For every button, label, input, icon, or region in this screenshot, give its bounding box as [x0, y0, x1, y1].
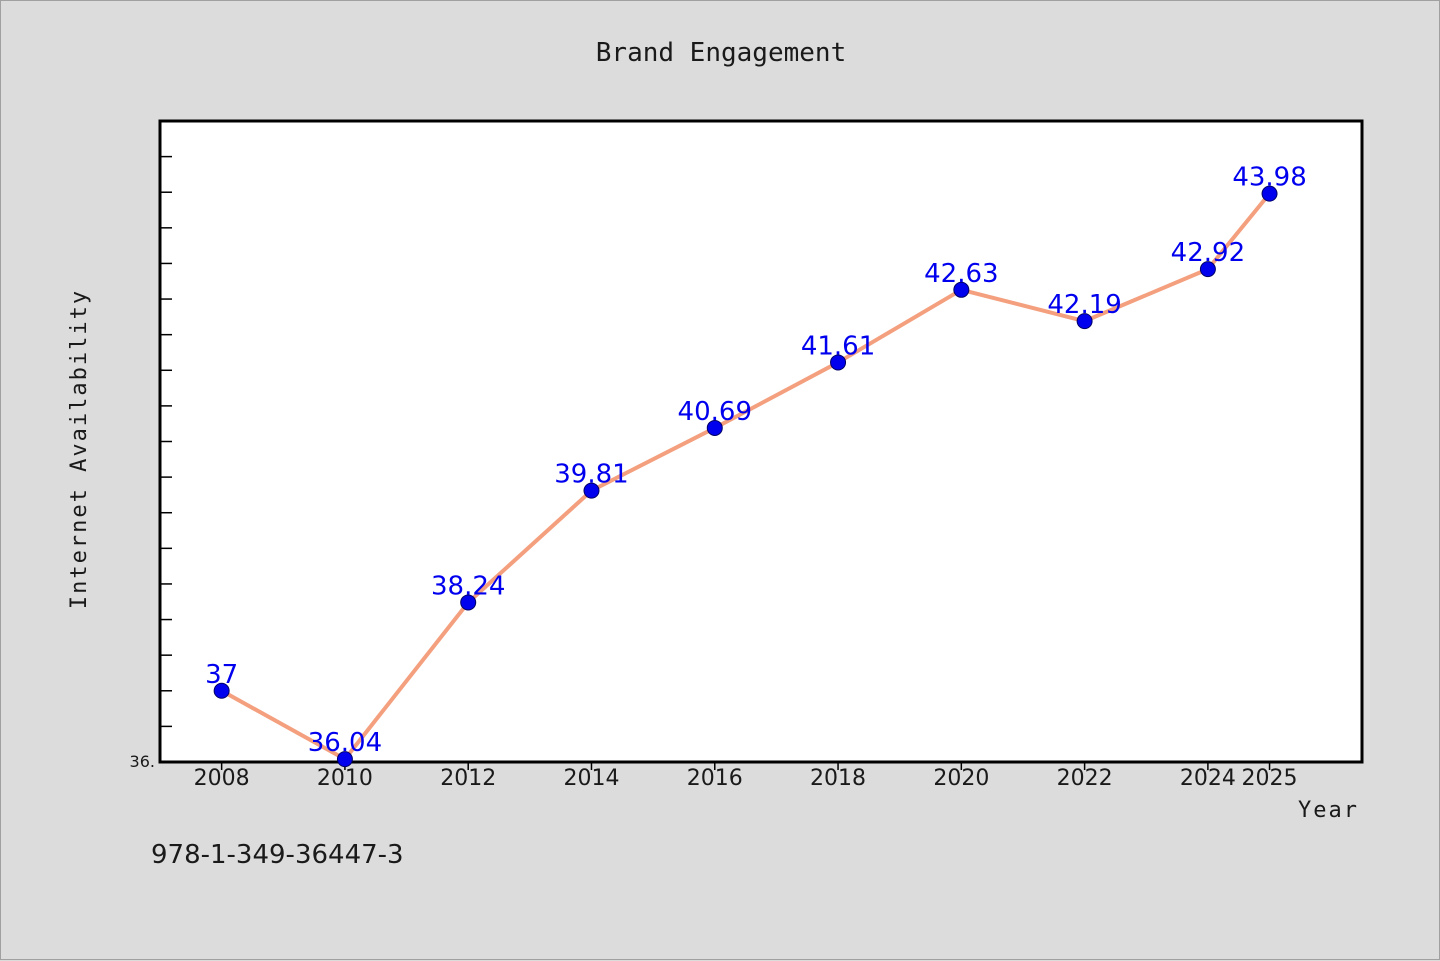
data-point [336, 751, 353, 768]
series-group: 37 36.04 38.24 39.81 40.69 41.61 42.63 42.19 42.… [205, 163, 1307, 768]
chart-title: Brand Engagement [596, 38, 846, 68]
series-line [219, 191, 1272, 762]
x-tick-label: 2010 [317, 766, 373, 791]
data-label: 41.61 [801, 331, 875, 361]
x-tick-label: 2012 [440, 766, 496, 791]
x-tick-label: 2018 [810, 766, 866, 791]
x-tick-label: 2016 [687, 766, 743, 791]
data-label: 42.92 [1171, 238, 1245, 268]
data-point [953, 281, 970, 298]
data-point [1261, 185, 1278, 202]
data-point [213, 682, 230, 699]
y-axis-ticks [160, 120, 172, 763]
x-axis-tick-labels: 2008 2010 2012 2014 2016 2018 2020 2022 2024 2025 [194, 766, 1298, 791]
data-point [706, 419, 723, 436]
data-label: 36.04 [308, 728, 382, 758]
x-tick-label: 2008 [194, 766, 250, 791]
footer-code: 978-1-349-36447-3 [151, 840, 404, 870]
data-label: 40.69 [678, 397, 752, 427]
x-axis-label: Year [1298, 798, 1359, 823]
x-tick-label: 2014 [563, 766, 619, 791]
data-label: 39.81 [554, 460, 628, 490]
data-point [1199, 261, 1216, 278]
data-point [460, 594, 477, 611]
x-tick-label: 2025 [1242, 766, 1298, 791]
y-axis-label: Internet Availability [67, 289, 92, 609]
data-label: 43.98 [1232, 163, 1306, 193]
data-label: 37 [205, 660, 238, 690]
x-tick-label: 2024 [1180, 766, 1236, 791]
y-tick-label: 36. [130, 752, 155, 771]
data-label: 42.19 [1047, 290, 1121, 320]
data-point [830, 354, 847, 371]
x-tick-label: 2020 [933, 766, 989, 791]
data-point [1076, 313, 1093, 330]
plot-area [158, 119, 1364, 764]
data-label: 38.24 [431, 571, 505, 601]
data-point [583, 482, 600, 499]
x-tick-label: 2022 [1057, 766, 1113, 791]
data-label: 42.63 [924, 259, 998, 289]
